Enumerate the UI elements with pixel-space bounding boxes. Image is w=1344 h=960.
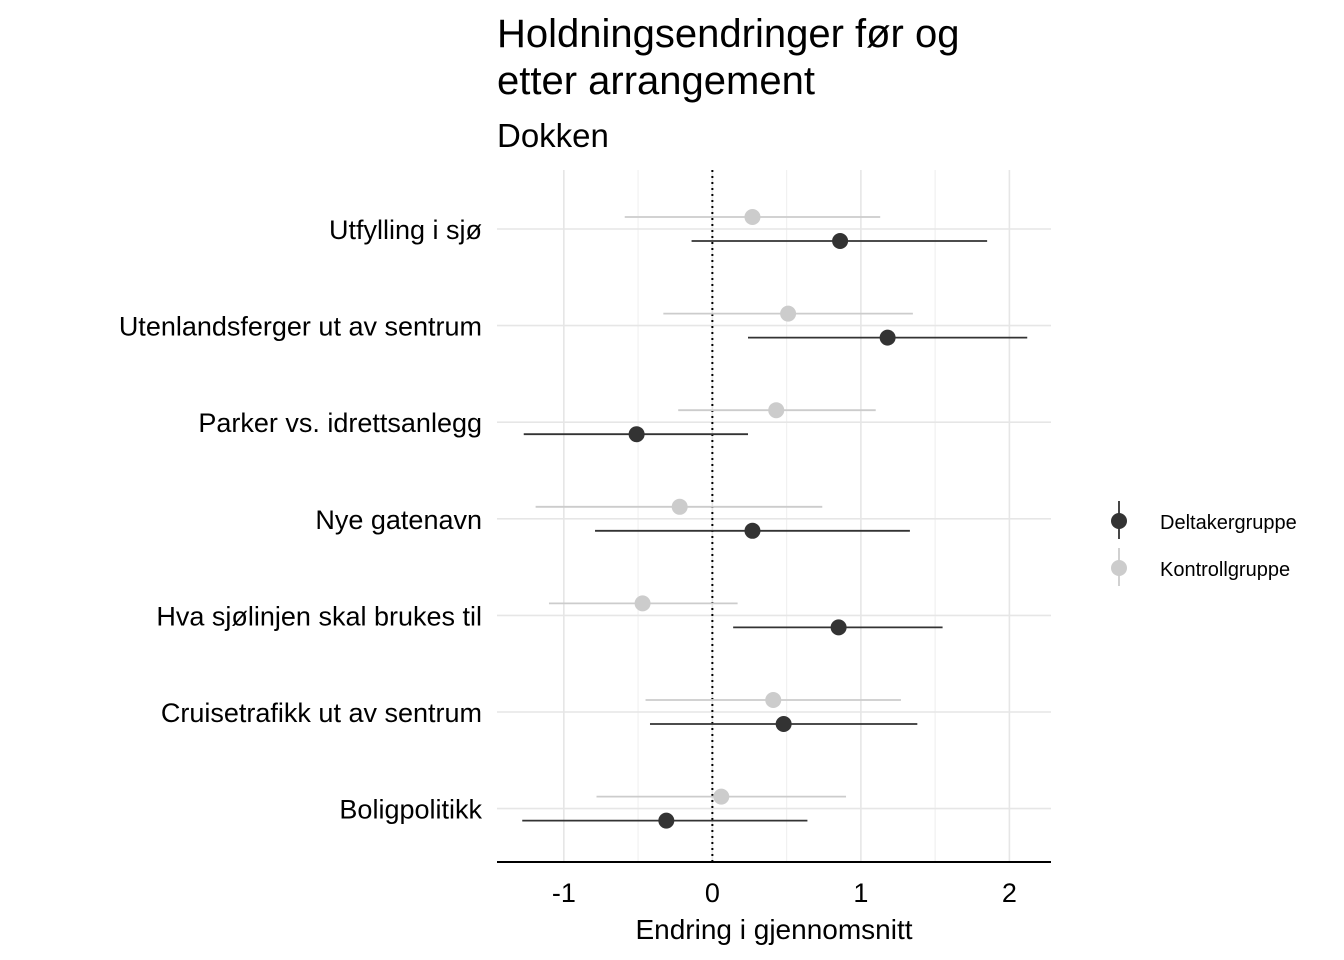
data-point — [780, 305, 797, 322]
legend-label: Kontrollgruppe — [1160, 559, 1290, 581]
category-label: Parker vs. idrettsanlegg — [198, 408, 482, 438]
data-point — [713, 788, 730, 805]
x-tick-label: 1 — [853, 878, 868, 908]
data-point — [768, 402, 785, 419]
data-points — [628, 209, 896, 829]
category-label: Nye gatenavn — [315, 505, 482, 535]
data-point — [671, 498, 688, 515]
category-label: Cruisetrafikk ut av sentrum — [161, 698, 482, 728]
data-point — [744, 522, 761, 539]
x-tick-label: 2 — [1002, 878, 1017, 908]
category-label: Utenlandsferger ut av sentrum — [119, 312, 482, 342]
data-point — [775, 716, 792, 732]
category-label: Hva sjølinjen skal brukes til — [156, 601, 482, 631]
legend-key-point — [1111, 513, 1127, 529]
data-point — [744, 209, 761, 225]
data-point — [832, 233, 849, 249]
x-axis-title: Endring i gjennomsnitt — [635, 914, 912, 945]
data-point — [765, 692, 782, 708]
category-labels: Utfylling i sjø Utenlandsferger ut av sen… — [119, 215, 483, 825]
legend: Deltakergruppe Kontrollgruppe — [1111, 501, 1297, 586]
data-point — [628, 426, 645, 443]
data-point — [634, 595, 651, 612]
category-label: Utfylling i sjø — [329, 215, 482, 245]
legend-label: Deltakergruppe — [1160, 512, 1297, 534]
chart-title-line-2: etter arrangement — [497, 59, 815, 103]
grid — [497, 170, 1051, 863]
chart-subtitle: Dokken — [497, 117, 609, 154]
data-point — [830, 619, 847, 636]
category-label: Boligpolitikk — [339, 795, 482, 825]
x-tick-label: 0 — [705, 878, 720, 908]
x-tick-label: -1 — [552, 878, 576, 908]
data-point — [879, 329, 896, 346]
legend-key-point — [1111, 560, 1127, 576]
x-tick-labels: -1 0 1 2 — [552, 878, 1017, 908]
data-point — [658, 812, 675, 829]
chart-title-line-1: Holdningsendringer før og — [497, 12, 959, 56]
